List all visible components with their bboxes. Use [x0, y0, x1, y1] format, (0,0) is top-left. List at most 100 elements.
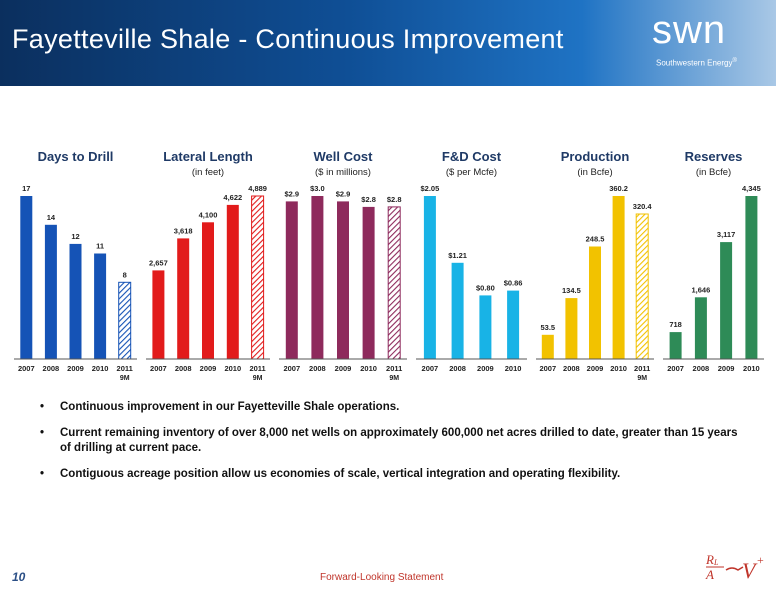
data-label: 4,345 — [742, 184, 761, 193]
chart-bar — [635, 213, 649, 360]
tick-label: 2011 — [249, 364, 265, 373]
tick-label: 2009 — [718, 364, 735, 373]
svg-text:+: + — [757, 553, 764, 567]
swn-logo: swn Southwestern Energy® — [640, 8, 770, 72]
chart-bar — [177, 238, 190, 359]
chart-subtitle: ($ per Mcfe) — [446, 167, 497, 178]
chart-bar — [94, 253, 107, 359]
chart-bar — [612, 196, 625, 359]
data-label: 14 — [47, 213, 56, 222]
chart-bar — [387, 206, 401, 360]
tick-sublabel: 9M — [389, 375, 399, 382]
chart-subtitle: (in feet) — [192, 167, 224, 178]
bullet-item: • Contiguous acreage position allow us ec… — [40, 468, 621, 480]
bullet-dot: • — [40, 427, 45, 439]
data-label: $2.05 — [421, 184, 440, 193]
svg-text:L: L — [713, 558, 719, 567]
tick-label: 2010 — [505, 364, 522, 373]
svg-text:R: R — [705, 552, 714, 567]
tick-label: 2009 — [67, 364, 84, 373]
slide-title: Fayetteville Shale - Continuous Improvem… — [12, 24, 564, 54]
tick-label: 2007 — [283, 364, 300, 373]
tick-label: 2009 — [587, 364, 604, 373]
page-number: 10 — [12, 570, 26, 584]
chart-bar — [226, 204, 239, 359]
chart-title: F&D Cost — [442, 149, 502, 164]
tick-label: 2007 — [422, 364, 439, 373]
chart-bar — [694, 297, 707, 359]
tick-label: 2010 — [610, 364, 627, 373]
tick-label: 2008 — [175, 364, 192, 373]
rav-plus-logo: R L A V + — [705, 552, 764, 583]
svg-text:A: A — [705, 567, 714, 582]
chart-bar — [507, 290, 520, 359]
data-label: 4,622 — [223, 193, 242, 202]
chart-subtitle: ($ in millions) — [315, 167, 371, 178]
chart-bar — [565, 298, 578, 359]
chart-title: Lateral Length — [163, 149, 253, 164]
chart-bar — [589, 246, 601, 359]
chart-title: Reserves — [685, 149, 743, 164]
tick-label: 2007 — [150, 364, 167, 373]
bullet-item: • Continuous improvement in our Fayettevi… — [40, 401, 400, 413]
chart-bar — [44, 224, 57, 359]
bullet-item: • Current remaining inventory of over 8,0… — [40, 427, 738, 454]
data-label: 3,618 — [174, 226, 193, 235]
data-label: 53.5 — [540, 323, 555, 332]
data-label: $1.21 — [448, 251, 467, 260]
chart-panel: Days to Drill 17 2007 14 2008 12 2009 11 2010 8 20… — [14, 149, 137, 382]
data-label: $3.0 — [310, 184, 325, 193]
tick-sublabel: 9M — [253, 375, 263, 382]
chart-bar — [362, 206, 375, 359]
tick-label: 2008 — [309, 364, 326, 373]
tick-label: 2008 — [693, 364, 710, 373]
data-label: 134.5 — [562, 286, 581, 295]
chart-panel: F&D Cost ($ per Mcfe) $2.05 2007 $1.21 2008 $0… — [416, 149, 527, 373]
chart-bar — [20, 196, 33, 359]
data-label: $2.8 — [361, 195, 376, 204]
tick-label: 2009 — [477, 364, 494, 373]
tick-sublabel: 9M — [637, 375, 647, 382]
data-label: 718 — [669, 320, 682, 329]
charts-area: Days to Drill 17 2007 14 2008 12 2009 11 2010 8 20… — [14, 149, 764, 382]
data-label: $0.80 — [476, 283, 495, 292]
chart-panel: Well Cost ($ in millions) $2.9 2007 $3.0 2008… — [279, 149, 407, 382]
chart-bar — [152, 270, 165, 359]
data-label: 2,657 — [149, 258, 168, 267]
chart-title: Well Cost — [314, 149, 374, 164]
chart-bar — [451, 262, 464, 359]
data-label: 1,646 — [692, 285, 711, 294]
bullet-list: • Continuous improvement in our Fayettevi… — [40, 400, 750, 493]
tick-label: 2007 — [18, 364, 35, 373]
tick-label: 2007 — [539, 364, 556, 373]
chart-title: Production — [561, 149, 630, 164]
tick-label: 2010 — [224, 364, 241, 373]
tick-label: 2010 — [360, 364, 377, 373]
chart-bar — [69, 243, 82, 359]
forward-looking-statement-link[interactable]: Forward-Looking Statement — [320, 572, 444, 583]
tick-label: 2007 — [667, 364, 684, 373]
tick-label: 2008 — [563, 364, 580, 373]
data-label: 360.2 — [609, 184, 628, 193]
data-label: 12 — [71, 232, 79, 241]
tick-label: 2011 — [117, 364, 133, 373]
chart-bar — [311, 196, 324, 359]
chart-bar — [251, 195, 265, 360]
tick-label: 2008 — [449, 364, 466, 373]
data-label: $0.86 — [504, 279, 523, 288]
tick-label: 2008 — [43, 364, 60, 373]
tick-label: 2009 — [335, 364, 352, 373]
bullet-dot: • — [40, 468, 45, 480]
chart-bar — [720, 242, 733, 359]
data-label: 248.5 — [586, 235, 605, 244]
bullet-dot: • — [40, 401, 45, 413]
chart-bar — [423, 196, 436, 359]
chart-bar — [337, 201, 349, 359]
svg-text:V: V — [742, 558, 758, 583]
logo-wordmark: swn — [652, 8, 727, 52]
chart-subtitle: (in Bcfe) — [696, 167, 731, 178]
chart-panel: Reserves (in Bcfe) 718 2007 1,646 2008 3,117 20… — [663, 149, 764, 373]
chart-bar — [202, 222, 214, 359]
chart-bar — [541, 334, 554, 359]
tick-sublabel: 9M — [120, 375, 130, 382]
